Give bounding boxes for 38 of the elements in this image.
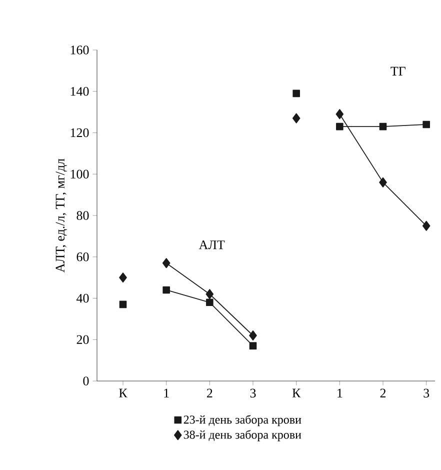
x-tick-label: 1 [338, 388, 342, 398]
y-tick-label: 160 [70, 46, 89, 54]
x-tick-label: К [292, 388, 301, 398]
y-tick-label: 40 [76, 294, 89, 303]
point [119, 272, 127, 283]
annotation: ТГ [390, 66, 406, 76]
point [336, 109, 344, 120]
y-tick-label: 80 [76, 211, 89, 220]
point [162, 286, 170, 294]
y-tick-label: 140 [70, 86, 89, 96]
y-tick-label: 100 [70, 170, 89, 179]
point [206, 289, 214, 300]
point [379, 177, 387, 188]
point [292, 113, 300, 124]
point [119, 300, 127, 308]
point [379, 122, 387, 130]
point [422, 120, 430, 128]
y-tick-label: 120 [70, 128, 89, 138]
x-tick-label: К [119, 388, 128, 398]
legend-label: 38-й день забора крови [184, 430, 302, 442]
x-tick-label: 3 [424, 388, 430, 398]
x-tick-label: 2 [380, 388, 386, 398]
x-tick-label: 3 [250, 388, 256, 398]
x-tick-label: 1 [164, 388, 169, 398]
legend-label: 23-й день забора крови [184, 414, 302, 426]
point [422, 220, 430, 231]
y-tick-label: 20 [76, 335, 89, 344]
point [292, 90, 300, 98]
annotation: АЛТ [198, 240, 225, 250]
point [249, 330, 257, 341]
y-tick-label: 60 [76, 252, 89, 262]
y-tick-label: 0 [83, 376, 89, 386]
point [336, 122, 344, 130]
point [162, 258, 170, 268]
point [249, 342, 257, 350]
point [206, 298, 214, 306]
y-axis-title: АЛТ, ед./л, ТГ, мг/дл [56, 158, 67, 272]
x-tick-label: 2 [206, 388, 212, 398]
